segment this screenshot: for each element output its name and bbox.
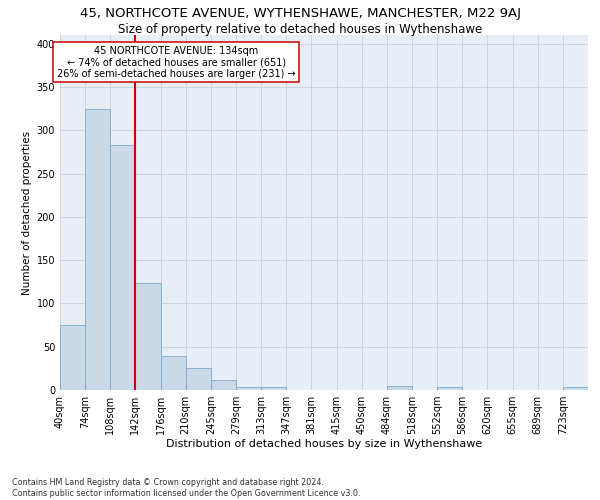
Bar	[261, 388, 286, 390]
Bar	[387, 386, 412, 390]
Bar	[161, 356, 186, 390]
Bar	[211, 380, 236, 390]
Bar	[60, 325, 85, 390]
Bar	[110, 145, 136, 390]
Text: 45, NORTHCOTE AVENUE, WYTHENSHAWE, MANCHESTER, M22 9AJ: 45, NORTHCOTE AVENUE, WYTHENSHAWE, MANCH…	[79, 8, 521, 20]
Bar	[85, 108, 110, 390]
Text: Size of property relative to detached houses in Wythenshawe: Size of property relative to detached ho…	[118, 22, 482, 36]
Y-axis label: Number of detached properties: Number of detached properties	[22, 130, 32, 294]
X-axis label: Distribution of detached houses by size in Wythenshawe: Distribution of detached houses by size …	[166, 438, 482, 448]
Bar	[563, 388, 588, 390]
Bar	[136, 282, 161, 390]
Text: 45 NORTHCOTE AVENUE: 134sqm
← 74% of detached houses are smaller (651)
26% of se: 45 NORTHCOTE AVENUE: 134sqm ← 74% of det…	[57, 46, 295, 79]
Bar	[236, 386, 261, 390]
Bar	[186, 368, 211, 390]
Bar	[437, 388, 462, 390]
Text: Contains HM Land Registry data © Crown copyright and database right 2024.
Contai: Contains HM Land Registry data © Crown c…	[12, 478, 361, 498]
